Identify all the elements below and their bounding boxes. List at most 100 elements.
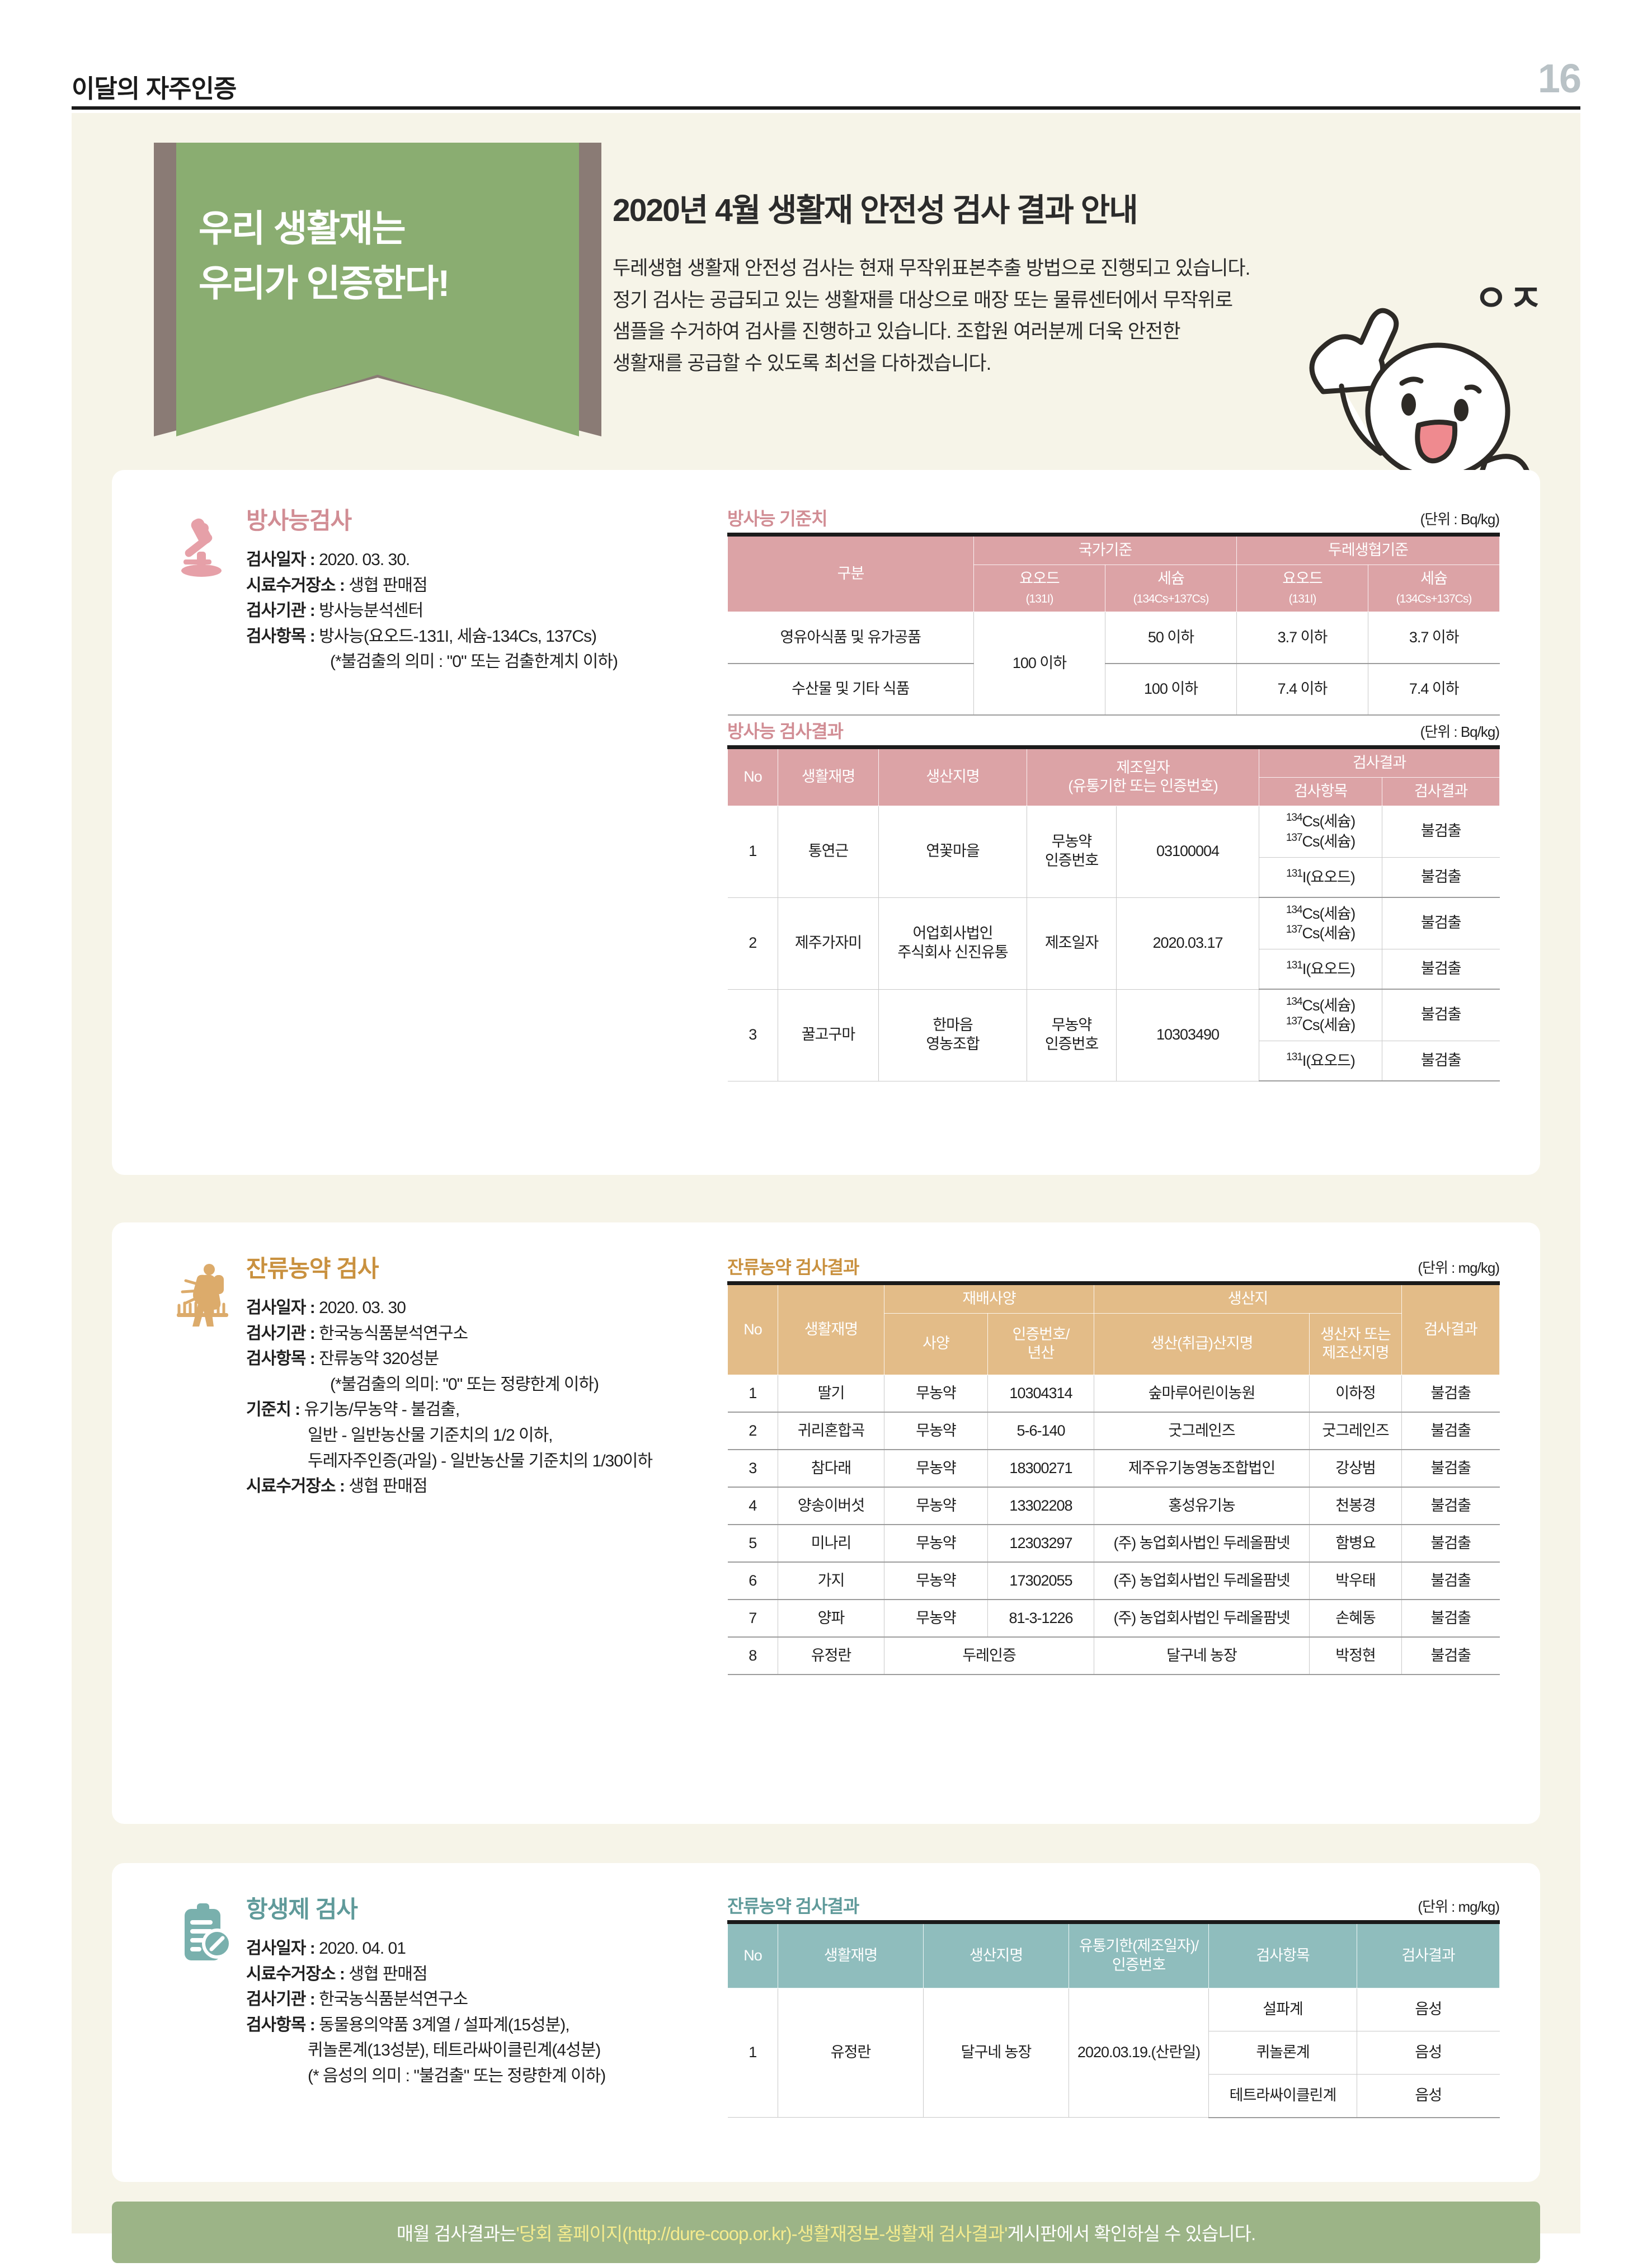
table-row: 1 통연근 연꽃마을 무농약 인증번호 03100004 134Cs(세슘) 13… <box>727 806 1500 898</box>
cell-national-cesium: 100 이하 <box>1105 663 1237 716</box>
cell-test-item: 134Cs(세슘) 137Cs(세슘) <box>1259 897 1383 949</box>
pesticide-section-details: 검사일자 : 2020. 03. 30 검사기관 : 한국농식품분석연구소 검사… <box>246 1295 653 1499</box>
cell-product-name: 제주가자미 <box>778 897 879 990</box>
cell-test-result: 음성 <box>1357 2031 1500 2075</box>
cell-product-name: 양송이버섯 <box>778 1487 884 1526</box>
table-row: 수산물 및 기타 식품 100 이하 7.4 이하 7.4 이하 <box>727 663 1500 716</box>
th-test-result-group: 검사결과 <box>1259 747 1500 778</box>
cell-origin: 연꽃마을 <box>878 806 1027 898</box>
intro-block: 2020년 4월 생활재 안전성 검사 결과 안내 두레생협 생활재 안전성 검… <box>613 185 1390 380</box>
cell-result: 불검출 <box>1401 1525 1500 1563</box>
table-row: 3 참다래 무농약 18300271 제주유기농영농조합법인 강상범 불검출 <box>727 1450 1500 1488</box>
label-test-item: 검사항목 : <box>246 627 316 646</box>
cell-product-name: 양파 <box>778 1600 884 1638</box>
label-test-item: 검사항목 : <box>246 2015 316 2034</box>
footer-highlight-link[interactable]: '당회 홈페이지(http://dure-coop.or.kr)-생활재정보-생… <box>516 2223 1008 2244</box>
th-production-area: 생산지 <box>1094 1283 1402 1314</box>
intro-title: 2020년 4월 생활재 안전성 검사 결과 안내 <box>613 192 1138 228</box>
pesticide-table: No 생활재명 재배사양 생산지 검사결과 사양 인증번호/ 년산 생산(취급)… <box>727 1281 1500 1676</box>
cell-test-value: 불검출 <box>1382 806 1500 858</box>
th-national-standard: 국가기준 <box>973 534 1237 565</box>
th-category: 구분 <box>727 534 974 613</box>
value-test-date: 2020. 03. 30 <box>319 1299 406 1317</box>
table-row: 131I(요오드) 불검출 <box>728 1041 1500 1081</box>
cell-date-value: 03100004 <box>1116 806 1260 898</box>
cell-cert: 10304314 <box>987 1375 1094 1413</box>
cell-producer: 굿그레인즈 <box>1309 1412 1402 1451</box>
cell-no: 8 <box>727 1637 778 1676</box>
footer-pre-text: 매월 검사결과는 <box>396 2223 517 2244</box>
th-producer: 생산자 또는 제조산지명 <box>1309 1313 1402 1375</box>
cell-production-name: 숲마루어린이농원 <box>1094 1375 1310 1413</box>
table-row: 5 미나리 무농약 12303297 (주) 농업회사법인 두레올팜넷 함병요 … <box>727 1525 1500 1563</box>
value-test-item: 방사능(요오드-131I, 세슘-134Cs, 137Cs) <box>319 627 597 646</box>
antibiotic-section-details: 검사일자 : 2020. 04. 01 시료수거장소 : 생협 판매점 검사기관… <box>246 1936 606 2089</box>
cell-test-item: 134Cs(세슘) 137Cs(세슘) <box>1259 989 1383 1041</box>
page-header: 이달의 자주인증 16 <box>0 0 1652 110</box>
cell-no: 7 <box>727 1600 778 1638</box>
cell-test-value: 불검출 <box>1382 897 1500 949</box>
cell-spec: 무농약 <box>884 1525 988 1563</box>
header-divider <box>72 106 1580 110</box>
antibiotic-section-title: 항생제 검사 <box>246 1896 358 1922</box>
th-dure-cesium: 세슘 (134Cs+137Cs) <box>1367 564 1500 613</box>
th-national-cesium: 세슘 (134Cs+137Cs) <box>1105 564 1237 613</box>
th-test-item: 검사항목 <box>1208 1922 1357 1988</box>
cell-result: 불검출 <box>1401 1600 1500 1638</box>
cell-origin: 달구네 농장 <box>923 1988 1069 2118</box>
th-no: No <box>727 1922 778 1988</box>
footer-post-text: 게시판에서 확인하실 수 있습니다. <box>1007 2223 1256 2244</box>
ribbon-banner: 우리 생활재는 우리가 인증한다! <box>154 143 601 445</box>
cell-spec: 무농약 <box>884 1487 988 1526</box>
radiation-note: (*불검출의 의미 : "0" 또는 검출한계치 이하) <box>330 652 618 671</box>
cell-no: 1 <box>727 1375 778 1413</box>
cell-production-name: (주) 농업회사법인 두레올팜넷 <box>1094 1525 1310 1563</box>
cell-product-name: 딸기 <box>778 1375 884 1413</box>
cell-producer: 손혜동 <box>1309 1600 1402 1638</box>
cell-test-value: 불검출 <box>1382 857 1500 898</box>
cell-spec: 무농약 <box>884 1562 988 1601</box>
label-test-date: 검사일자 : <box>246 1939 316 1958</box>
cell-product-name: 참다래 <box>778 1450 884 1488</box>
cell-category: 수산물 및 기타 식품 <box>727 663 974 716</box>
radiation-standard-caption: 방사능 기준치 <box>727 509 828 529</box>
value-test-item: 잔류농약 320성분 <box>319 1349 439 1368</box>
cell-category: 영유아식품 및 유가공품 <box>727 612 974 664</box>
th-dure-standard: 두레생협기준 <box>1236 534 1500 565</box>
section-card-antibiotic: 항생제 검사 검사일자 : 2020. 04. 01 시료수거장소 : 생협 판… <box>112 1863 1540 2182</box>
cell-test-item: 설파계 <box>1208 1988 1357 2031</box>
cell-cert: 12303297 <box>987 1525 1094 1563</box>
mascot-character-icon <box>1309 308 1531 492</box>
label-sample-place: 시료수거장소 : <box>246 1477 345 1496</box>
label-test-org: 검사기관 : <box>246 601 316 620</box>
radiation-standard-unit: (단위 : Bq/kg) <box>1420 511 1500 528</box>
intro-paragraph-1: 두레생협 생활재 안전성 검사는 현재 무작위표본추출 방법으로 진행되고 있습… <box>613 257 1250 279</box>
cell-producer: 강상범 <box>1309 1450 1402 1488</box>
cell-no: 5 <box>727 1525 778 1563</box>
cell-test-item: 퀴놀론계 <box>1208 2031 1357 2075</box>
pesticide-note: (*불검출의 의미: "0" 또는 정량한계 이하) <box>330 1375 599 1394</box>
value-standard-3: 두레자주인증(과일) - 일반농산물 기준치의 1/30이하 <box>308 1451 653 1470</box>
intro-paragraph-2: 정기 검사는 공급되고 있는 생활재를 대상으로 매장 또는 물류센터에서 무작… <box>613 289 1233 311</box>
cell-test-result: 음성 <box>1357 2074 1500 2118</box>
sprayer-icon <box>177 1264 228 1327</box>
ribbon-line-1: 우리 생활재는 <box>199 208 406 249</box>
value-standard-1: 유기농/무농약 - 불검출, <box>304 1400 460 1419</box>
microscope-icon <box>181 518 222 577</box>
radiation-standard-table: 구분 국가기준 두레생협기준 요오드 (131I) 세슘 (134Cs+137Cs)… <box>727 533 1500 716</box>
pesticide-table-unit: (단위 : mg/kg) <box>1418 1259 1500 1276</box>
cell-test-value: 불검출 <box>1382 989 1500 1041</box>
cell-production-name: 굿그레인즈 <box>1094 1412 1310 1451</box>
cell-cert: 17302055 <box>987 1562 1094 1601</box>
radiation-result-unit: (단위 : Bq/kg) <box>1420 723 1500 740</box>
cell-no: 6 <box>727 1562 778 1601</box>
cell-test-item: 134Cs(세슘) 137Cs(세슘) <box>1259 806 1383 858</box>
cell-product-name: 유정란 <box>778 1988 924 2118</box>
cell-production-name: 홍성유기농 <box>1094 1487 1310 1526</box>
mascot-speech-text: ㅇㅈ <box>1474 278 1543 319</box>
cell-spec: 무농약 <box>884 1450 988 1488</box>
cell-result: 불검출 <box>1401 1637 1500 1676</box>
value-sample-place: 생협 판매점 <box>349 576 427 595</box>
radiation-result-caption: 방사능 검사결과 <box>727 721 844 741</box>
th-test-result: 검사결과 <box>1401 1283 1500 1375</box>
